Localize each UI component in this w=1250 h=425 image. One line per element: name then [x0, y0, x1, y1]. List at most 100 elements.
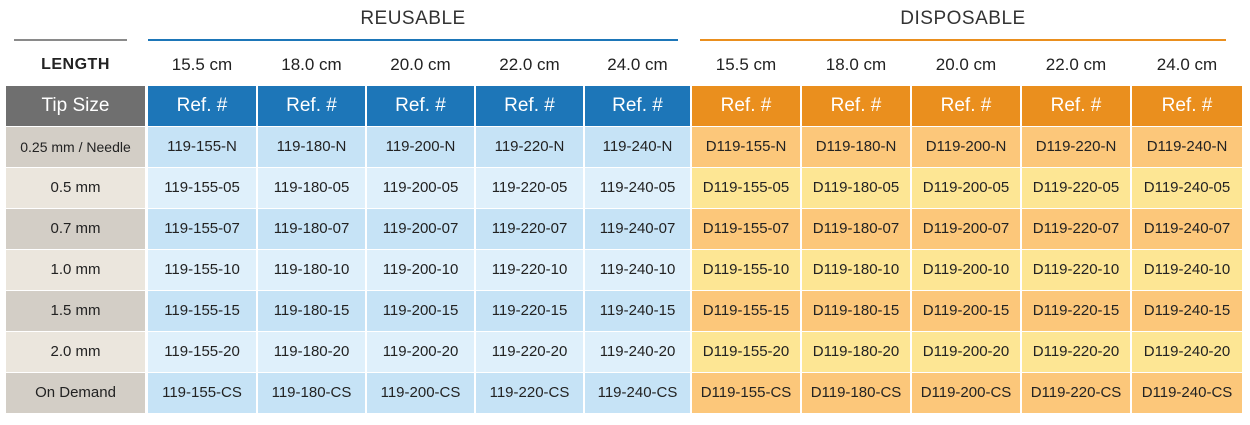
length-reusable-15-5: 15.5 cm — [171, 55, 233, 74]
ref-cell: D119-200-07 — [912, 209, 1020, 249]
ref-cell: 119-200-20 — [367, 332, 474, 372]
ref-cell: 119-180-20 — [258, 332, 365, 372]
ref-cell: D119-220-20 — [1022, 332, 1130, 372]
ref-cell: D119-155-20 — [692, 332, 800, 372]
reusable-group-title: REUSABLE — [360, 8, 466, 29]
ref-cell: 119-155-07 — [148, 209, 256, 249]
tip-size-cell: 1.0 mm — [6, 250, 145, 290]
ref-cell: 119-155-20 — [148, 332, 256, 372]
ref-cell: 119-200-10 — [367, 250, 474, 290]
ref-cell: 119-220-15 — [476, 291, 583, 331]
ref-cell: 119-155-N — [148, 127, 256, 167]
ref-cell: D119-220-07 — [1022, 209, 1130, 249]
ref-cell: D119-155-15 — [692, 291, 800, 331]
ref-cell: D119-180-N — [802, 127, 910, 167]
ref-header: Ref. # — [692, 86, 800, 126]
ref-cell: D119-155-N — [692, 127, 800, 167]
tip-size-cell: 2.0 mm — [6, 332, 145, 372]
ref-cell: 119-155-CS — [148, 373, 256, 413]
ref-cell: 119-220-05 — [476, 168, 583, 208]
length-label: LENGTH — [41, 56, 110, 73]
ref-cell: D119-240-N — [1132, 127, 1242, 167]
ref-header: Ref. # — [367, 86, 474, 126]
ref-cell: 119-200-15 — [367, 291, 474, 331]
ref-cell: 119-240-05 — [585, 168, 690, 208]
ref-header: Ref. # — [912, 86, 1020, 126]
ref-cell: 119-220-CS — [476, 373, 583, 413]
ref-cell: D119-200-05 — [912, 168, 1020, 208]
ref-cell: 119-220-07 — [476, 209, 583, 249]
ref-cell: D119-155-10 — [692, 250, 800, 290]
ref-header: Ref. # — [1132, 86, 1242, 126]
ref-cell: D119-180-10 — [802, 250, 910, 290]
ref-cell: 119-220-10 — [476, 250, 583, 290]
ref-cell: D119-220-CS — [1022, 373, 1130, 413]
ref-cell: 119-240-20 — [585, 332, 690, 372]
ref-cell: 119-180-10 — [258, 250, 365, 290]
ref-cell: D119-200-15 — [912, 291, 1020, 331]
ref-cell: 119-220-20 — [476, 332, 583, 372]
ref-cell: D119-180-15 — [802, 291, 910, 331]
length-reusable-22-0: 22.0 cm — [499, 55, 560, 74]
ref-cell: D119-155-CS — [692, 373, 800, 413]
ref-cell: 119-180-07 — [258, 209, 365, 249]
ref-header: Ref. # — [1022, 86, 1130, 126]
ref-cell: 119-200-07 — [367, 209, 474, 249]
ref-cell: D119-155-07 — [692, 209, 800, 249]
length-row: LENGTH 15.5 cm 18.0 cm 20.0 cm 22.0 cm 2… — [0, 46, 1250, 84]
ref-cell: D119-200-CS — [912, 373, 1020, 413]
tip-size-cell: On Demand — [6, 373, 145, 413]
ref-cell: 119-240-CS — [585, 373, 690, 413]
ref-cell: 119-180-15 — [258, 291, 365, 331]
ref-cell: D119-220-15 — [1022, 291, 1130, 331]
length-disposable-20-0: 20.0 cm — [935, 55, 997, 74]
ref-cell: D119-180-20 — [802, 332, 910, 372]
ref-cell: 119-200-05 — [367, 168, 474, 208]
length-disposable-18-0: 18.0 cm — [825, 55, 887, 74]
ref-cell: 119-240-07 — [585, 209, 690, 249]
ref-cell: 119-155-15 — [148, 291, 256, 331]
length-disposable-15-5: 15.5 cm — [715, 55, 777, 74]
ref-cell: 119-200-N — [367, 127, 474, 167]
disposable-group-title: DISPOSABLE — [900, 8, 1026, 29]
ref-cell: 119-155-05 — [148, 168, 256, 208]
ref-cell: D119-155-05 — [692, 168, 800, 208]
ref-cell: D119-240-CS — [1132, 373, 1242, 413]
tip-size-header: Tip Size — [6, 86, 145, 126]
ref-cell: D119-180-CS — [802, 373, 910, 413]
ref-header: Ref. # — [258, 86, 365, 126]
ref-cell: 119-200-CS — [367, 373, 474, 413]
ref-header: Ref. # — [802, 86, 910, 126]
ref-cell: 119-240-N — [585, 127, 690, 167]
ref-cell: D119-180-05 — [802, 168, 910, 208]
ref-cell: D119-240-07 — [1132, 209, 1242, 249]
ref-cell: D119-240-15 — [1132, 291, 1242, 331]
ref-cell: 119-240-10 — [585, 250, 690, 290]
tip-size-cell: 0.25 mm / Needle — [6, 127, 145, 167]
disposable-group-underline — [700, 39, 1226, 41]
ref-header: Ref. # — [148, 86, 256, 126]
ref-cell: D119-240-20 — [1132, 332, 1242, 372]
ref-header: Ref. # — [476, 86, 583, 126]
ref-cell: D119-220-05 — [1022, 168, 1130, 208]
ref-cell: D119-180-07 — [802, 209, 910, 249]
ref-cell: D119-200-N — [912, 127, 1020, 167]
ref-cell: D119-200-10 — [912, 250, 1020, 290]
tip-size-cell: 0.5 mm — [6, 168, 145, 208]
ref-cell: 119-155-10 — [148, 250, 256, 290]
ref-cell: D119-220-10 — [1022, 250, 1130, 290]
ref-cell: D119-240-05 — [1132, 168, 1242, 208]
reusable-group-underline — [148, 39, 678, 41]
ref-cell: 119-180-05 — [258, 168, 365, 208]
length-reusable-20-0: 20.0 cm — [390, 55, 451, 74]
ref-header: Ref. # — [585, 86, 690, 126]
length-disposable-22-0: 22.0 cm — [1045, 55, 1107, 74]
length-underline — [14, 39, 127, 41]
ref-cell: D119-240-10 — [1132, 250, 1242, 290]
ref-cell: 119-180-N — [258, 127, 365, 167]
ref-cell: D119-220-N — [1022, 127, 1130, 167]
ref-cell: 119-240-15 — [585, 291, 690, 331]
ref-cell: 119-220-N — [476, 127, 583, 167]
length-reusable-18-0: 18.0 cm — [281, 55, 342, 74]
ref-cell: 119-180-CS — [258, 373, 365, 413]
